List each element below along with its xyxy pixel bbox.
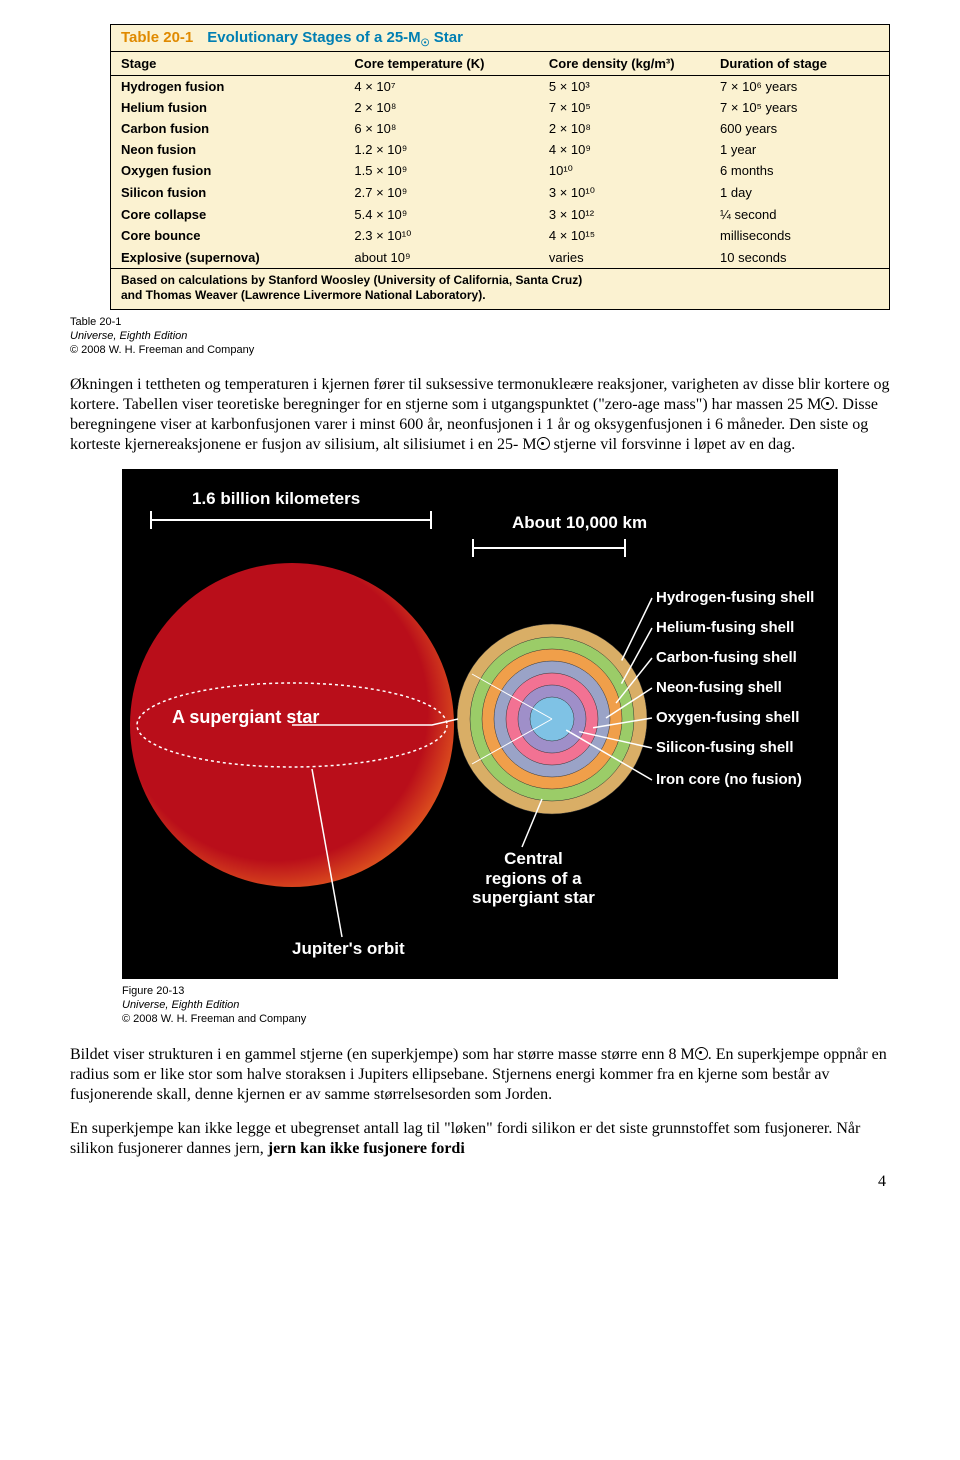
paragraph-3: En superkjempe kan ikke legge et ubegren… <box>70 1119 890 1159</box>
table-row: Carbon fusion6 × 10⁸2 × 10⁸600 years <box>111 118 889 139</box>
table-cell: ¼ second <box>710 204 889 225</box>
table-number: Table 20-1 <box>121 29 193 46</box>
table-cell: 2 × 10⁸ <box>539 118 710 139</box>
table-row: Explosive (supernova)about 10⁹varies10 s… <box>111 247 889 268</box>
sun-symbol-icon: ☉ <box>421 38 430 49</box>
table-cell: 4 × 10⁷ <box>344 76 539 98</box>
table-cell: 600 years <box>710 118 889 139</box>
table-cell: Neon fusion <box>111 139 344 160</box>
figure-wrap: 1.6 billion kilometers About 10,000 km <box>122 469 890 1026</box>
table-title: Evolutionary Stages of a 25-M☉ Star <box>207 29 463 49</box>
table-cell: 7 × 10⁵ <box>539 97 710 118</box>
col-header-dur: Duration of stage <box>710 52 889 76</box>
shell-label: Oxygen-fusing shell <box>656 709 799 726</box>
data-table: Stage Core temperature (K) Core density … <box>111 52 889 268</box>
table-cell: 3 × 10¹⁰ <box>539 182 710 204</box>
scale-small-label: About 10,000 km <box>512 513 647 533</box>
table-cell: 4 × 10¹⁵ <box>539 225 710 247</box>
shell-label: Carbon-fusing shell <box>656 649 797 666</box>
table-cell: Core collapse <box>111 204 344 225</box>
table-cell: Core bounce <box>111 225 344 247</box>
table-caption: Table 20-1 Universe, Eighth Edition © 20… <box>70 316 890 357</box>
evolution-table: Table 20-1 Evolutionary Stages of a 25-M… <box>110 24 890 310</box>
table-cell: 1 day <box>710 182 889 204</box>
shell-label: Helium-fusing shell <box>656 619 794 636</box>
scale-small-bar <box>472 547 626 549</box>
table-row: Neon fusion1.2 × 10⁹4 × 10⁹1 year <box>111 139 889 160</box>
sun-symbol-icon <box>821 397 834 410</box>
table-cell: about 10⁹ <box>344 247 539 268</box>
figure-frame: 1.6 billion kilometers About 10,000 km <box>122 469 838 979</box>
table-cell: 7 × 10⁶ years <box>710 76 889 98</box>
table-row: Helium fusion2 × 10⁸7 × 10⁵7 × 10⁵ years <box>111 97 889 118</box>
table-row: Silicon fusion2.7 × 10⁹3 × 10¹⁰1 day <box>111 182 889 204</box>
sun-symbol-icon <box>695 1047 708 1060</box>
table-cell: 3 × 10¹² <box>539 204 710 225</box>
shell-label: Silicon-fusing shell <box>656 739 794 756</box>
table-cell: 2 × 10⁸ <box>344 97 539 118</box>
table-cell: varies <box>539 247 710 268</box>
sun-symbol-icon <box>537 437 550 450</box>
scale-large-label: 1.6 billion kilometers <box>192 489 360 509</box>
table-cell: milliseconds <box>710 225 889 247</box>
table-row: Core collapse5.4 × 10⁹3 × 10¹²¼ second <box>111 204 889 225</box>
table-cell: 5 × 10³ <box>539 76 710 98</box>
table-cell: Silicon fusion <box>111 182 344 204</box>
col-header-dens: Core density (kg/m³) <box>539 52 710 76</box>
table-title-row: Table 20-1 Evolutionary Stages of a 25-M… <box>111 25 889 52</box>
page-number: 4 <box>70 1173 890 1191</box>
table-cell: 1.2 × 10⁹ <box>344 139 539 160</box>
table-cell: 6 × 10⁸ <box>344 118 539 139</box>
table-cell: 4 × 10⁹ <box>539 139 710 160</box>
table-row: Hydrogen fusion4 × 10⁷5 × 10³7 × 10⁶ yea… <box>111 76 889 98</box>
table-cell: 2.7 × 10⁹ <box>344 182 539 204</box>
table-cell: 1 year <box>710 139 889 160</box>
table-cell: 10¹⁰ <box>539 160 710 182</box>
table-cell: Oxygen fusion <box>111 160 344 182</box>
figure-caption: Figure 20-13 Universe, Eighth Edition © … <box>122 985 890 1026</box>
table-cell: Hydrogen fusion <box>111 76 344 98</box>
col-header-stage: Stage <box>111 52 344 76</box>
table-row: Oxygen fusion1.5 × 10⁹10¹⁰6 months <box>111 160 889 182</box>
paragraph-2: Bildet viser strukturen i en gammel stje… <box>70 1045 890 1105</box>
shell-label: Iron core (no fusion) <box>656 771 802 788</box>
table-cell: Explosive (supernova) <box>111 247 344 268</box>
jupiter-orbit-svg <box>122 555 462 895</box>
onion-svg <box>452 619 652 819</box>
table-cell: Carbon fusion <box>111 118 344 139</box>
shell-label: Hydrogen-fusing shell <box>656 589 814 606</box>
shell-label: Neon-fusing shell <box>656 679 782 696</box>
col-header-temp: Core temperature (K) <box>344 52 539 76</box>
table-cell: 7 × 10⁵ years <box>710 97 889 118</box>
table-cell: 10 seconds <box>710 247 889 268</box>
table-cell: 1.5 × 10⁹ <box>344 160 539 182</box>
table-cell: 5.4 × 10⁹ <box>344 204 539 225</box>
scale-large-bar <box>150 519 432 521</box>
table-row: Core bounce2.3 × 10¹⁰4 × 10¹⁵millisecond… <box>111 225 889 247</box>
jupiter-label: Jupiter's orbit <box>292 939 405 959</box>
table-cell: 6 months <box>710 160 889 182</box>
central-label: Central regions of a supergiant star <box>472 849 595 908</box>
table-footnote: Based on calculations by Stanford Woosle… <box>111 268 889 309</box>
table-cell: 2.3 × 10¹⁰ <box>344 225 539 247</box>
table-cell: Helium fusion <box>111 97 344 118</box>
paragraph-1: Økningen i tettheten og temperaturen i k… <box>70 375 890 455</box>
